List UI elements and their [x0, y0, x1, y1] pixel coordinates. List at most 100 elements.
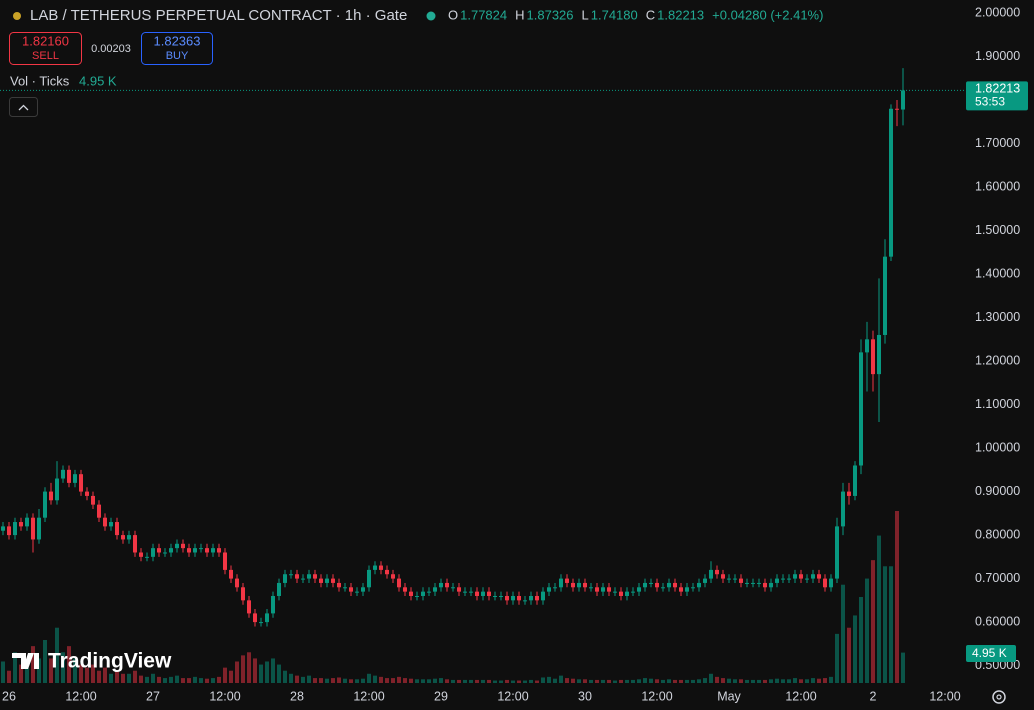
x-tick-label: 12:00: [641, 689, 672, 703]
x-tick-label: 27: [146, 689, 160, 703]
candle-body: [847, 491, 851, 496]
candle-body: [727, 578, 731, 580]
candle-body: [151, 548, 155, 557]
volume-bar: [451, 679, 455, 683]
ohlc-value: 1.77824: [460, 7, 507, 22]
last-price-label: 1.82213: [975, 82, 1020, 96]
candle-body: [235, 578, 239, 588]
candle-body: [229, 569, 233, 579]
candle-body: [343, 587, 347, 589]
countdown: 53:53: [975, 95, 1005, 109]
candle-body: [781, 578, 785, 580]
ohlc-value: 1.87326: [527, 7, 574, 22]
candle-body: [295, 574, 299, 579]
candle-body: [859, 352, 863, 466]
sell-price[interactable]: 1.82160: [22, 33, 69, 48]
volume-bar: [673, 679, 677, 683]
sell-label[interactable]: SELL: [32, 50, 59, 62]
volume-bar: [73, 658, 77, 683]
buy-box[interactable]: [141, 32, 213, 65]
candle-body: [601, 587, 605, 592]
candle-body: [469, 591, 473, 593]
volume-bar: [625, 679, 629, 683]
volume-bar: [787, 679, 791, 683]
volume-bar: [313, 678, 317, 683]
candle-body: [745, 582, 749, 584]
plot-area: [0, 68, 965, 683]
candle-body: [577, 582, 581, 588]
x-tick-label: 12:00: [497, 689, 528, 703]
volume-bar: [733, 679, 737, 683]
candle-body: [889, 108, 893, 257]
volume-bar: [499, 680, 503, 683]
volume-bar: [661, 679, 665, 683]
candle-body: [631, 591, 635, 593]
volume-bar: [835, 633, 839, 683]
buy-price[interactable]: 1.82363: [154, 33, 201, 48]
volume-bar: [721, 678, 725, 683]
settings-icon[interactable]: [992, 690, 1006, 704]
volume-bar: [463, 679, 467, 683]
volume-bar: [115, 670, 119, 683]
candle-body: [19, 522, 23, 527]
collapse-icon[interactable]: [18, 104, 29, 111]
volume-bar: [769, 679, 773, 683]
candle-body: [181, 543, 185, 549]
candle-body: [109, 522, 113, 527]
candle-body: [259, 622, 263, 624]
candle-body: [457, 587, 461, 592]
candle-body: [547, 587, 551, 592]
volume-bar: [415, 679, 419, 683]
candle-body: [811, 574, 815, 579]
collapse-box[interactable]: [9, 97, 38, 117]
volume-bar: [67, 646, 71, 683]
ohlc-legend: O 1.77824 H 1.87326 L 1.74180 C 1.82213: [448, 7, 704, 22]
candle-body: [247, 600, 251, 614]
candle-body: [145, 556, 149, 558]
y-tick-label: 1.30000: [975, 310, 1020, 324]
volume-bar: [559, 675, 563, 683]
volume-bar: [799, 679, 803, 683]
volume-bar: [829, 676, 833, 683]
candle-body: [763, 582, 767, 588]
candle-body: [649, 582, 653, 584]
candle-body: [199, 548, 203, 550]
candle-body: [901, 90, 905, 110]
volume-bar: [637, 679, 641, 683]
volume-bar: [31, 646, 35, 683]
candle-body: [421, 591, 425, 596]
candle-body: [523, 600, 527, 602]
buy-button[interactable]: 1.82363 BUY: [141, 32, 213, 65]
x-tick-label: 29: [434, 689, 448, 703]
settings-button[interactable]: [992, 690, 1006, 704]
candle-body: [511, 595, 515, 601]
volume-bar: [493, 680, 497, 683]
settings-icon-center[interactable]: [996, 694, 1002, 700]
volume-bar: [697, 679, 701, 683]
sell-box[interactable]: [9, 32, 82, 65]
candle-body: [175, 543, 179, 549]
candle-body: [643, 582, 647, 588]
ohlc-value: 1.74180: [591, 7, 638, 22]
volume-bar: [763, 679, 767, 683]
collapse-button[interactable]: [9, 97, 38, 117]
candle-body: [775, 578, 779, 583]
candle-body: [733, 578, 737, 580]
candle-body: [589, 587, 593, 589]
volume-bar: [325, 678, 329, 683]
candle-body: [871, 339, 875, 375]
volume-bar: [349, 679, 353, 683]
sell-button[interactable]: 1.82160 SELL: [9, 32, 82, 65]
volume-bar: [367, 673, 371, 683]
candle-body: [427, 591, 431, 593]
candle-body: [25, 517, 29, 527]
volume-bar: [607, 679, 611, 683]
candle-body: [43, 491, 47, 518]
volume-bar: [601, 679, 605, 683]
volume-bar: [241, 655, 245, 683]
chart-title: LAB / TETHERUS PERPETUAL CONTRACT · 1h ·…: [30, 7, 407, 24]
candle-body: [49, 491, 53, 501]
candle-body: [301, 578, 305, 580]
buy-label[interactable]: BUY: [166, 50, 189, 62]
volume-bar: [79, 664, 83, 683]
